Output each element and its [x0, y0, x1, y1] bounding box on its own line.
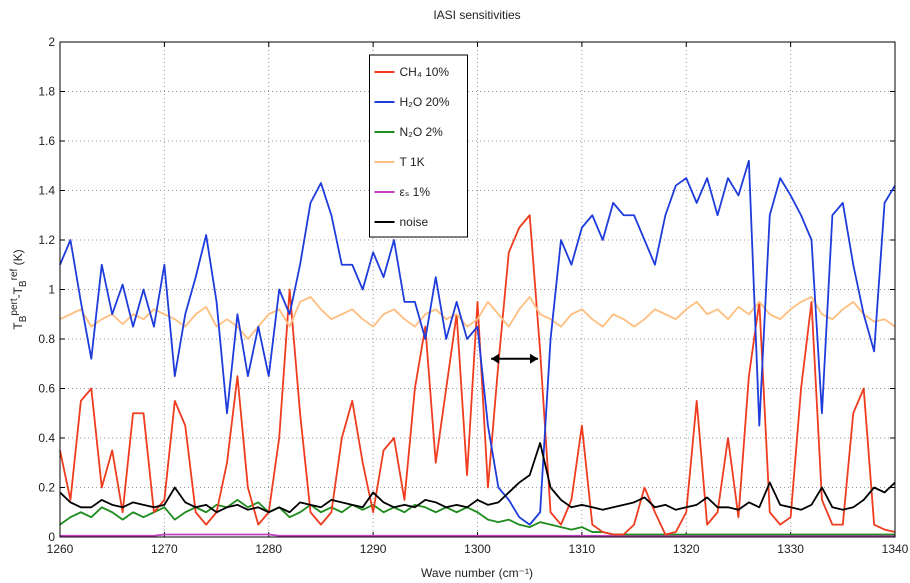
x-tick-label: 1280: [255, 542, 282, 556]
plot-frame: [59, 41, 896, 538]
y-axis-label-part: pert: [9, 298, 20, 315]
x-tick-label: 1260: [47, 542, 74, 556]
y-axis-label-part: ref: [9, 268, 20, 280]
x-axis-label: Wave number (cm⁻¹): [421, 566, 533, 580]
legend-label: N₂O 2%: [400, 125, 444, 139]
series-line: [59, 498, 895, 536]
y-tick-label: 0.2: [38, 481, 55, 495]
series-line: [59, 296, 896, 340]
series-line: [60, 533, 895, 537]
y-tick-label: 1.8: [38, 85, 55, 99]
legend-label: noise: [400, 215, 429, 229]
legend-label: H₂O 20%: [400, 95, 450, 109]
x-tick-label: 1300: [464, 542, 491, 556]
x-tick-label: 1270: [151, 542, 178, 556]
y-axis-label-part: B: [18, 315, 29, 322]
chart-title: IASI sensitivities: [433, 8, 520, 22]
y-tick-label: 1.6: [38, 134, 55, 148]
y-axis-label-part: T: [11, 322, 25, 330]
arrow-head: [491, 353, 500, 364]
legend-label: CH₄ 10%: [400, 65, 450, 79]
y-tick-label: 1: [48, 283, 55, 297]
legend-label: εₛ 1%: [400, 185, 431, 199]
x-tick-label: 1330: [777, 542, 804, 556]
x-tick-label: 1340: [882, 542, 909, 556]
y-tick-label: 1.2: [38, 233, 55, 247]
legend-box: [369, 54, 468, 238]
x-tick-label: 1320: [673, 542, 700, 556]
series-line: [59, 159, 896, 526]
y-tick-label: 2: [48, 35, 55, 49]
x-tick-label: 1290: [360, 542, 387, 556]
x-tick-label: 1310: [569, 542, 596, 556]
y-axis-label-part: -T: [11, 286, 25, 298]
arrow-head: [530, 353, 539, 364]
series-line: [59, 442, 896, 514]
y-tick-label: 0: [48, 530, 55, 544]
y-tick-label: 0.8: [38, 332, 55, 346]
y-axis-label-part: (K): [11, 249, 25, 268]
legend-label: T 1K: [400, 155, 425, 169]
y-axis-label: TBpert-TBref (K): [9, 249, 29, 329]
y-tick-label: 1.4: [38, 184, 55, 198]
y-tick-label: 0.4: [38, 431, 55, 445]
y-axis-label-part: B: [18, 280, 29, 287]
y-tick-label: 0.6: [38, 382, 55, 396]
